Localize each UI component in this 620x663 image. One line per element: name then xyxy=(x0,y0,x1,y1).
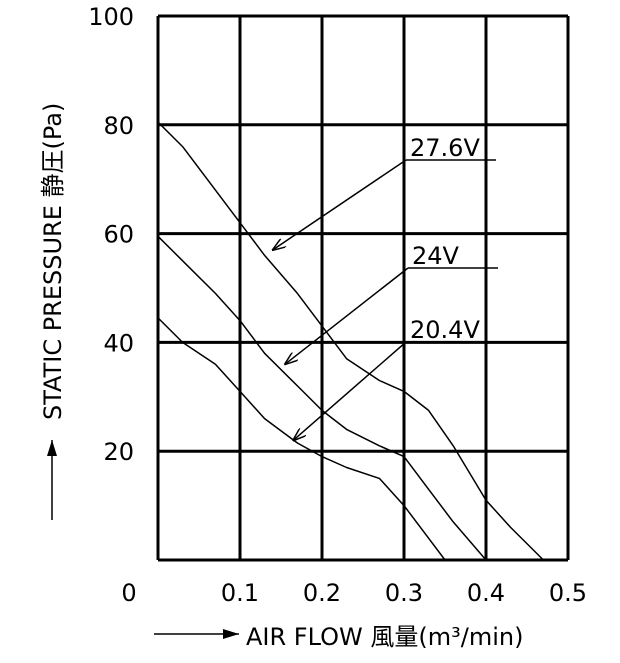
x-tick-label: 0.4 xyxy=(467,579,505,607)
series-line-2 xyxy=(157,317,446,561)
series-line-1 xyxy=(157,235,487,561)
curve-label: 24V xyxy=(412,242,460,270)
y-axis-label: STATIC PRESSURE 静圧(Pa) xyxy=(39,103,67,420)
x-axis-title: AIR FLOW 風量(m³/min) xyxy=(154,623,523,651)
y-axis-title: STATIC PRESSURE 静圧(Pa) xyxy=(39,103,67,520)
curve-pointer-arrow xyxy=(293,341,407,440)
y-tick-label: 60 xyxy=(103,221,134,249)
y-tick-label: 40 xyxy=(103,329,134,357)
curve-label: 27.6V xyxy=(410,134,480,162)
series-lines xyxy=(157,121,544,561)
tick-labels: 0.1 0.2 0.3 0.4 0.5 20 40 60 80 100 xyxy=(88,3,587,607)
x-tick-label: 0.2 xyxy=(303,579,341,607)
x-tick-label: 0.3 xyxy=(385,579,423,607)
origin-label: 0 xyxy=(121,579,136,607)
y-tick-label: 100 xyxy=(88,3,134,31)
curve-pointer-arrow xyxy=(273,159,407,250)
curve-annotations: 27.6V 24V 20.4V xyxy=(273,134,498,440)
x-tick-label: 0.1 xyxy=(221,579,259,607)
series-line-0 xyxy=(157,121,544,561)
x-tick-label: 0.5 xyxy=(549,579,587,607)
y-tick-label: 80 xyxy=(103,112,134,140)
curve-pointer-arrow xyxy=(285,267,409,364)
grid xyxy=(156,14,570,562)
x-axis-label: AIR FLOW 風量(m³/min) xyxy=(246,623,523,651)
y-tick-label: 20 xyxy=(103,438,134,466)
curve-label: 20.4V xyxy=(410,316,480,344)
